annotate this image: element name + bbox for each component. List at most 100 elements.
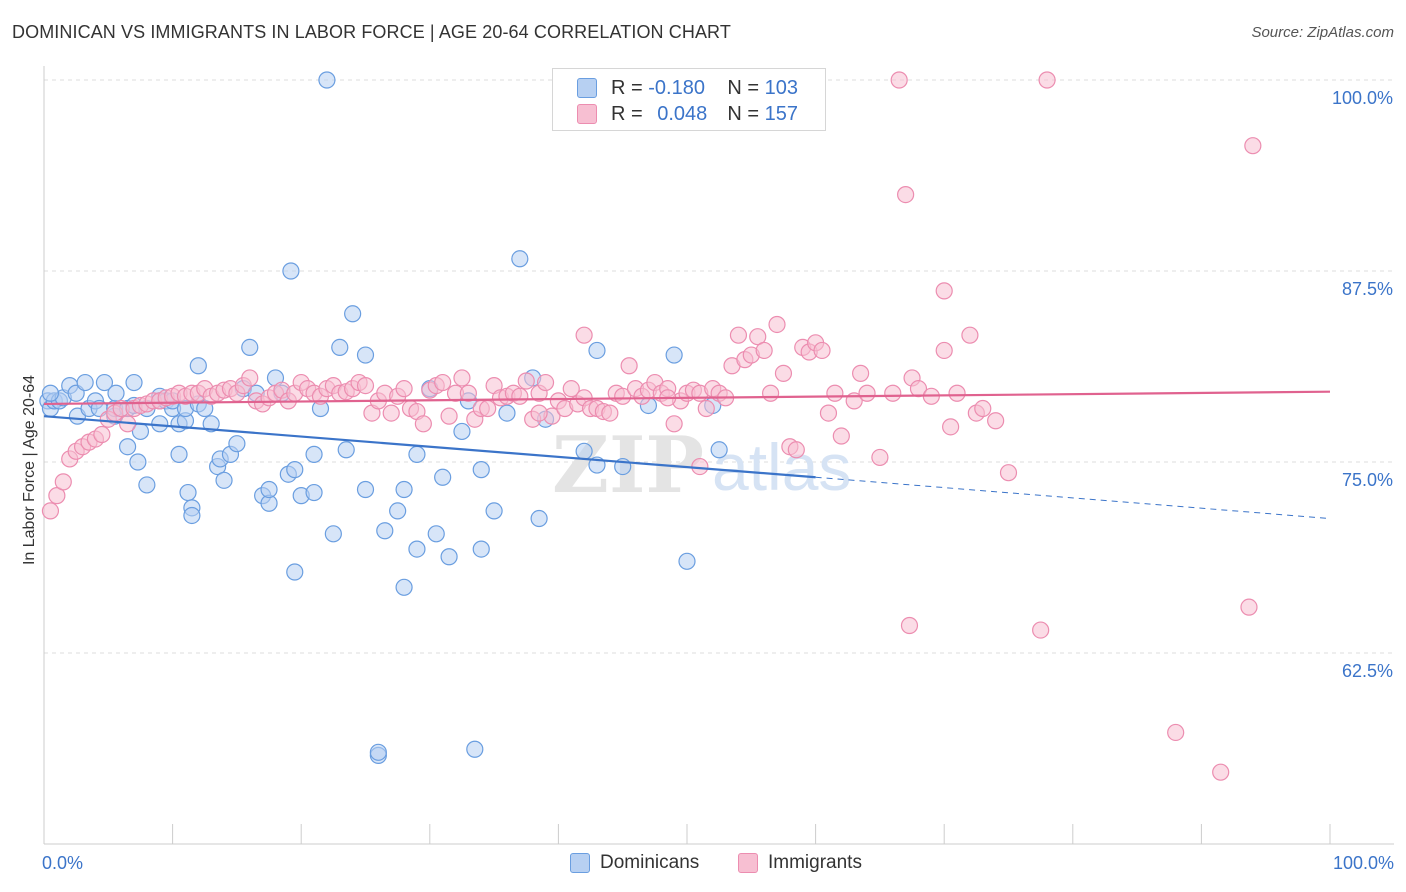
point-immigrants [1240, 598, 1258, 616]
point-dominicans [472, 461, 490, 479]
point-dominicans [530, 509, 548, 528]
point-immigrants [832, 427, 850, 445]
point-immigrants [697, 399, 715, 418]
point-immigrants [48, 487, 66, 505]
point-dominicans [125, 373, 143, 392]
watermark-atlas: atlas [712, 430, 851, 504]
point-immigrants [511, 387, 529, 405]
point-immigrants [935, 282, 953, 300]
point-dominicans [286, 563, 304, 581]
point-immigrants [453, 369, 471, 387]
point-immigrants [858, 384, 876, 402]
point-immigrants [575, 326, 593, 344]
point-immigrants [813, 341, 831, 360]
point-immigrants [935, 341, 953, 360]
point-dominicans [189, 357, 207, 375]
point-immigrants [382, 404, 400, 422]
point-immigrants [517, 372, 535, 390]
point-immigrants [884, 384, 902, 402]
point-immigrants [942, 418, 960, 436]
point-dominicans [395, 578, 413, 596]
point-immigrants [1244, 137, 1262, 155]
point-dominicans [376, 522, 394, 540]
legend-swatch-blue [570, 853, 590, 873]
point-dominicans [138, 476, 156, 494]
point-dominicans [318, 71, 336, 89]
point-immigrants [729, 326, 748, 344]
point-immigrants [871, 448, 889, 467]
x-tick-label-max: 100.0% [1332, 853, 1394, 873]
point-dominicans [575, 442, 593, 460]
point-dominicans [466, 740, 484, 758]
chart-title: DOMINICAN VS IMMIGRANTS IN LABOR FORCE |… [12, 22, 731, 42]
point-dominicans [118, 438, 137, 456]
legend-n-label: N = [727, 102, 760, 125]
point-dominicans [170, 445, 188, 463]
point-dominicans [260, 480, 278, 499]
point-dominicans [472, 540, 490, 558]
point-dominicans [369, 743, 387, 761]
legend-r-label: R = [611, 102, 643, 125]
point-immigrants [819, 404, 838, 422]
point-immigrants [974, 399, 992, 418]
point-dominicans [41, 384, 60, 402]
legend-label-dominicans: Dominicans [600, 852, 700, 873]
point-dominicans [395, 480, 413, 499]
point-immigrants [826, 384, 844, 402]
point-dominicans [228, 435, 246, 453]
point-dominicans [305, 445, 323, 463]
point-immigrants [768, 315, 786, 334]
legend-r-value: -0.180 [648, 76, 705, 99]
trend-line-dominicans-projection [815, 476, 1331, 520]
point-dominicans [389, 502, 407, 520]
point-immigrants [987, 412, 1005, 430]
point-dominicans [408, 540, 426, 558]
point-immigrants [852, 364, 870, 382]
point-immigrants [787, 441, 805, 459]
data-points [39, 71, 1262, 781]
point-dominicans [434, 468, 452, 486]
point-immigrants [948, 384, 966, 402]
point-immigrants [530, 404, 548, 422]
point-immigrants [536, 373, 555, 392]
point-dominicans [107, 384, 125, 402]
legend-n-value: 103 [764, 76, 798, 99]
point-immigrants [897, 186, 915, 204]
point-dominicans [241, 338, 259, 356]
point-immigrants [601, 404, 619, 422]
point-dominicans [337, 441, 355, 459]
legend-n-value: 157 [764, 102, 798, 125]
point-dominicans [511, 250, 529, 268]
point-immigrants [614, 387, 632, 405]
point-dominicans [356, 346, 375, 364]
point-dominicans [408, 445, 426, 463]
legend-n-label: N = [727, 76, 760, 99]
point-dominicans [453, 422, 471, 441]
point-immigrants [434, 373, 452, 392]
axes [43, 66, 1394, 845]
point-dominicans [305, 483, 323, 502]
x-tick-label-min: 0.0% [42, 853, 84, 873]
point-dominicans [282, 262, 300, 280]
point-dominicans [678, 552, 696, 570]
point-immigrants [1032, 621, 1050, 639]
legend-swatch-blue [577, 78, 597, 98]
point-dominicans [286, 461, 304, 479]
point-immigrants [1167, 723, 1185, 742]
legend-item-dominicans: Dominicans [570, 852, 699, 874]
legend-r-label: R = [611, 76, 643, 99]
point-immigrants [755, 341, 773, 360]
point-dominicans [215, 471, 233, 489]
trend-line-dominicans [43, 415, 816, 479]
trend-line-immigrants [43, 390, 1331, 406]
point-dominicans [710, 441, 728, 459]
point-immigrants [774, 364, 793, 382]
point-immigrants [749, 328, 767, 346]
legend-swatch-pink [738, 853, 758, 873]
point-immigrants [479, 399, 497, 418]
legend-row-immigrants: R = 0.048 N = 157 [577, 103, 798, 125]
point-immigrants [961, 326, 979, 344]
point-immigrants [890, 71, 908, 89]
point-dominicans [665, 346, 683, 364]
